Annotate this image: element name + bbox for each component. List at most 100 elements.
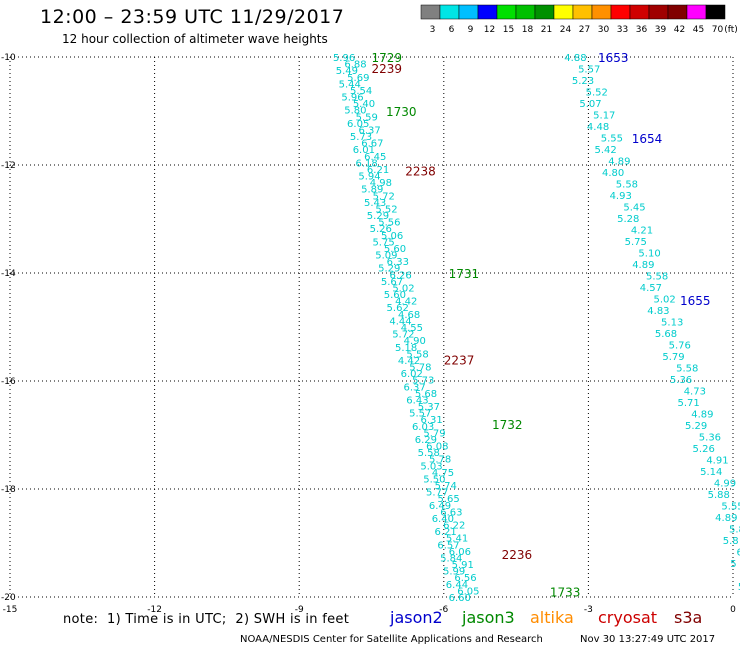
grid [9, 56, 734, 598]
wave-height-value: 4.68 [398, 310, 420, 321]
wave-height-value: 6.57 [437, 540, 459, 551]
pass-label: 2236 [502, 548, 533, 562]
legend-jason3: jason3 [462, 608, 515, 627]
color-label: 6 [449, 25, 455, 35]
legend-s3a: s3a [674, 608, 703, 627]
wave-height-value: 5.10 [638, 249, 660, 260]
wave-height-value: 6.0 [737, 548, 740, 559]
wave-height-value: 6.56 [454, 573, 476, 584]
color-swatch [667, 4, 688, 20]
wave-height-value: 5.54 [350, 86, 372, 97]
wave-height-value: 5.88 [729, 525, 740, 536]
color-swatch [648, 4, 669, 20]
wave-height-value: 4.90 [404, 336, 426, 347]
wave-height-value: 5.60 [384, 290, 406, 301]
color-swatch [629, 4, 650, 20]
wave-height-value: 6.03 [412, 422, 434, 433]
wave-height-value: 6.44 [446, 580, 468, 591]
pass-label: 2239 [372, 62, 403, 76]
color-label: 15 [503, 25, 514, 35]
color-swatch [439, 4, 460, 20]
wave-height-value: 5.41 [446, 534, 468, 545]
wave-height-values: 5.966.885.495.695.445.545.965.405.805.59… [333, 53, 740, 604]
wave-height-value: 6.67 [361, 139, 383, 150]
wave-height-value: 4.98 [370, 178, 392, 189]
credit-text: NOAA/NESDIS Center for Satellite Applica… [240, 634, 543, 645]
wave-height-value: 4.99 [714, 479, 736, 490]
wave-height-value: 5.88 [708, 490, 730, 501]
wave-height-value: 5.17 [593, 111, 615, 122]
legend-jason2: jason2 [390, 608, 443, 627]
wave-height-value: 4.55 [401, 323, 423, 334]
pass-label: 1653 [598, 51, 629, 65]
color-swatch [705, 4, 726, 20]
y-tick-label: -20 [1, 593, 16, 603]
wave-height-value: 4.48 [587, 122, 609, 133]
color-swatch [610, 4, 631, 20]
wave-height-value: 6.43 [406, 395, 428, 406]
wave-height-value: 5.52 [586, 88, 608, 99]
color-label: 21 [541, 25, 552, 35]
pass-label: 2238 [405, 164, 436, 178]
wave-height-value: 5.52 [375, 204, 397, 215]
color-label: 45 [693, 25, 704, 35]
color-legend: 3 6 9 12 15 18 21 24 27 30 33 36 39 42 45 70 (ft) [420, 4, 738, 35]
x-tick-label: -15 [3, 605, 18, 615]
wave-height-value: 4.88 [564, 53, 586, 64]
color-label: 70 [712, 25, 724, 35]
wave-height-value: 4.75 [432, 468, 454, 479]
wave-height-value: 5.80 [344, 106, 366, 117]
wave-height-value: 6.31 [421, 415, 443, 426]
wave-height-value: 5.26 [693, 444, 715, 455]
wave-height-value: 5.96 [333, 53, 355, 64]
wave-height-value: 4.21 [631, 226, 653, 237]
wave-height-value: 5.8 [723, 536, 739, 547]
wave-height-value: 5.02 [392, 283, 414, 294]
wave-height-value: 5.44 [339, 79, 361, 90]
wave-height-value: 6.01 [353, 145, 375, 156]
chart-title: 12:00 – 23:59 UTC 11/29/2017 [40, 6, 345, 28]
color-label: 18 [522, 25, 534, 35]
pass-label: 1732 [492, 418, 523, 432]
wave-height-value: 5.43 [364, 198, 386, 209]
wave-height-value: 5.68 [655, 329, 677, 340]
wave-height-value: 5.58 [616, 180, 638, 191]
wave-height-value: 5.75 [372, 237, 394, 248]
wave-height-value: 6.06 [449, 547, 471, 558]
wave-height-value: 5.69 [347, 73, 369, 84]
wave-height-value: 5.89 [361, 185, 383, 196]
wave-height-value: 5.58 [676, 364, 698, 375]
wave-height-value: 6.37 [403, 382, 425, 393]
color-swatch [591, 4, 612, 20]
color-label: 27 [579, 25, 590, 35]
footnote: note: 1) Time is in UTC; 2) SWH is in fe… [63, 612, 350, 627]
wave-height-value: 5.72 [392, 330, 414, 341]
wave-height-value: 5.56 [378, 218, 400, 229]
wave-height-value: 6.05 [347, 119, 369, 130]
wave-height-value: 4.83 [647, 306, 669, 317]
wave-height-value: 5.84 [440, 553, 462, 564]
y-tick-label: -10 [1, 53, 16, 63]
color-swatch [572, 4, 593, 20]
wave-height-value: 4.89 [715, 513, 737, 524]
y-tick-label: -18 [1, 485, 16, 495]
wave-height-value: 4.89 [608, 157, 630, 168]
wave-height-value: 6.05 [457, 586, 479, 597]
wave-height-value: 5.79 [662, 352, 684, 363]
wave-height-value: 5.99 [443, 567, 465, 578]
color-swatch [477, 4, 498, 20]
wave-height-value: 5.73 [350, 132, 372, 143]
color-swatch [515, 4, 536, 20]
wave-height-value: 5.13 [661, 318, 683, 329]
wave-height-value: 5.74 [435, 481, 457, 492]
y-tick-label: -16 [1, 377, 16, 387]
wave-height-value: 6.37 [358, 125, 380, 136]
color-label: 33 [617, 25, 628, 35]
wave-height-value: 6.33 [387, 257, 409, 268]
wave-height-value: 4.91 [706, 456, 728, 467]
wave-height-value: 4.89 [691, 410, 713, 421]
wave-height-value: 5.28 [617, 214, 639, 225]
wave-height-value: 6.88 [344, 60, 366, 71]
wave-height-value: 5.14 [700, 467, 722, 478]
wave-height-value: 6.22 [443, 521, 465, 532]
